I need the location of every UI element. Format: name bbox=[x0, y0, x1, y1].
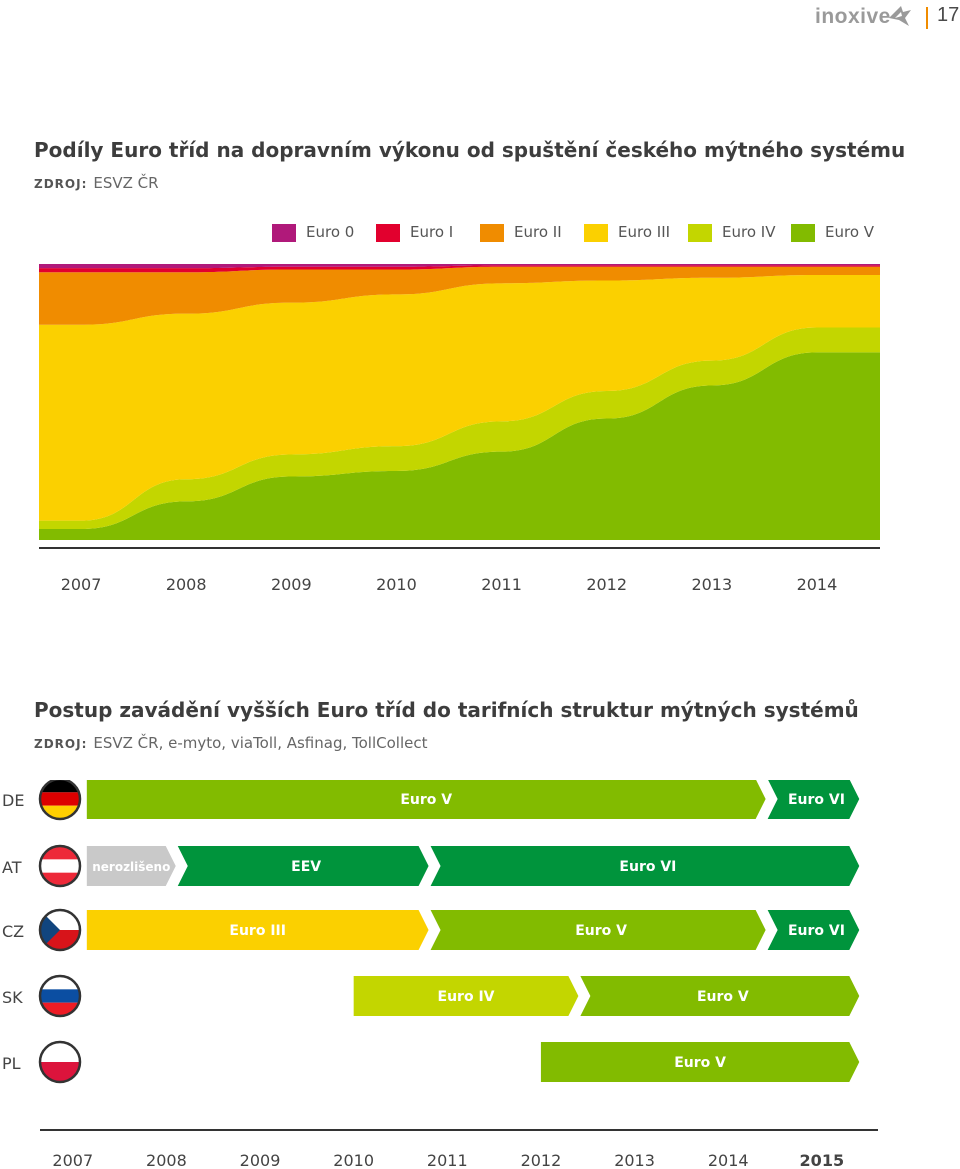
timeline-segment-label: Euro V bbox=[400, 792, 452, 808]
x-tick-label: 2008 bbox=[165, 575, 207, 594]
x-tick-label: 2011 bbox=[427, 1151, 468, 1169]
x-tick-label: 2009 bbox=[270, 575, 312, 594]
chart1-source-label: ZDROJ: bbox=[34, 177, 88, 191]
legend-label: Euro I bbox=[410, 223, 454, 241]
legend-swatch bbox=[791, 224, 815, 242]
x-tick-label: 2013 bbox=[691, 575, 733, 594]
chart1-area-plot bbox=[39, 264, 880, 549]
country-label: AT bbox=[2, 858, 22, 877]
timeline-segment-label: Euro III bbox=[229, 923, 286, 939]
chart2-title: Postup zavádění vyšších Euro tříd do tar… bbox=[34, 698, 859, 722]
page-number-separator bbox=[926, 7, 928, 29]
timeline-row-sk: SK Euro IV Euro V bbox=[2, 974, 860, 1018]
legend-label: Euro IV bbox=[722, 223, 776, 241]
timeline-segment bbox=[430, 846, 860, 886]
page-number: 17 bbox=[937, 4, 960, 26]
timeline-row-pl: PL Euro V bbox=[2, 1040, 860, 1084]
country-label: SK bbox=[2, 988, 23, 1007]
area-series-euro-iv bbox=[39, 327, 880, 529]
timeline-segment-label: Euro V bbox=[575, 923, 627, 939]
country-label: DE bbox=[2, 791, 24, 810]
legend-swatch bbox=[272, 224, 296, 242]
timeline-segment-label: Euro IV bbox=[438, 989, 495, 1005]
logo-star-icon bbox=[889, 6, 911, 26]
legend-label: Euro V bbox=[825, 223, 875, 241]
timeline-segment bbox=[580, 976, 860, 1016]
x-tick-label: 2012 bbox=[521, 1151, 562, 1169]
area-series-euro-i bbox=[39, 265, 880, 273]
legend-swatch bbox=[480, 224, 504, 242]
x-tick-label: 2014 bbox=[796, 575, 838, 594]
timeline-segment bbox=[353, 976, 579, 1016]
timeline-segment bbox=[430, 910, 766, 950]
chart1-source: ZDROJ: ESVZ ČR bbox=[34, 174, 159, 192]
country-label: PL bbox=[2, 1054, 21, 1073]
legend-swatch bbox=[688, 224, 712, 242]
x-tick-label: 2009 bbox=[240, 1151, 281, 1169]
timeline-row-cz: CZ Euro III Euro V Euro VI bbox=[2, 908, 860, 952]
timeline-row-at: AT nerozlišeno EEV Euro VI bbox=[2, 844, 860, 888]
chart2-source-text: ESVZ ČR, e-myto, viaToll, Asfinag, TollC… bbox=[93, 734, 428, 752]
timeline-segment-label: Euro V bbox=[674, 1055, 726, 1071]
area-series-euro-ii bbox=[39, 266, 880, 325]
area-series-euro-0 bbox=[39, 264, 880, 269]
legend-label: Euro II bbox=[514, 223, 562, 241]
x-tick-label: 2010 bbox=[376, 575, 417, 594]
chart2-source: ZDROJ: ESVZ ČR, e-myto, viaToll, Asfinag,… bbox=[34, 734, 427, 752]
timeline-segment bbox=[177, 846, 429, 886]
legend-swatch bbox=[584, 224, 608, 242]
timeline-segment-label: Euro VI bbox=[788, 923, 845, 939]
timeline-segment bbox=[767, 910, 860, 950]
timeline-segment-label: Euro VI bbox=[619, 859, 676, 875]
x-tick-label: 2007 bbox=[60, 575, 102, 594]
brand-logo: inoxive bbox=[815, 5, 891, 28]
legend-label: Euro III bbox=[618, 223, 671, 241]
area-series-euro-v bbox=[39, 352, 880, 540]
legend-label: Euro 0 bbox=[306, 223, 355, 241]
timeline-segment bbox=[86, 780, 766, 819]
country-label: CZ bbox=[2, 922, 24, 941]
x-tick-label: 2007 bbox=[52, 1151, 93, 1169]
timeline-segment bbox=[540, 1042, 860, 1082]
legend-swatch bbox=[376, 224, 400, 242]
x-tick-label: 2015 bbox=[800, 1151, 845, 1169]
timeline-row-de: DE Euro V Euro VI bbox=[2, 780, 860, 821]
timeline-segment bbox=[767, 780, 860, 819]
x-tick-label: 2008 bbox=[146, 1151, 187, 1169]
x-tick-label: 2013 bbox=[614, 1151, 655, 1169]
chart1-source-text: ESVZ ČR bbox=[93, 174, 159, 192]
x-tick-label: 2010 bbox=[333, 1151, 374, 1169]
timeline-segment bbox=[86, 910, 429, 950]
x-tick-label: 2012 bbox=[586, 575, 628, 594]
timeline-segment-label: Euro V bbox=[697, 989, 749, 1005]
timeline-segment-label: nerozlišeno bbox=[92, 860, 170, 874]
timeline-segment bbox=[86, 846, 176, 886]
x-tick-label: 2014 bbox=[708, 1151, 749, 1169]
area-series-euro-iii bbox=[39, 275, 880, 521]
chart1-title: Podíly Euro tříd na dopravním výkonu od … bbox=[34, 138, 906, 162]
timeline-segment-label: EEV bbox=[291, 859, 321, 875]
chart2-source-label: ZDROJ: bbox=[34, 737, 88, 751]
x-tick-label: 2011 bbox=[481, 575, 522, 594]
timeline-segment-label: Euro VI bbox=[788, 792, 845, 808]
